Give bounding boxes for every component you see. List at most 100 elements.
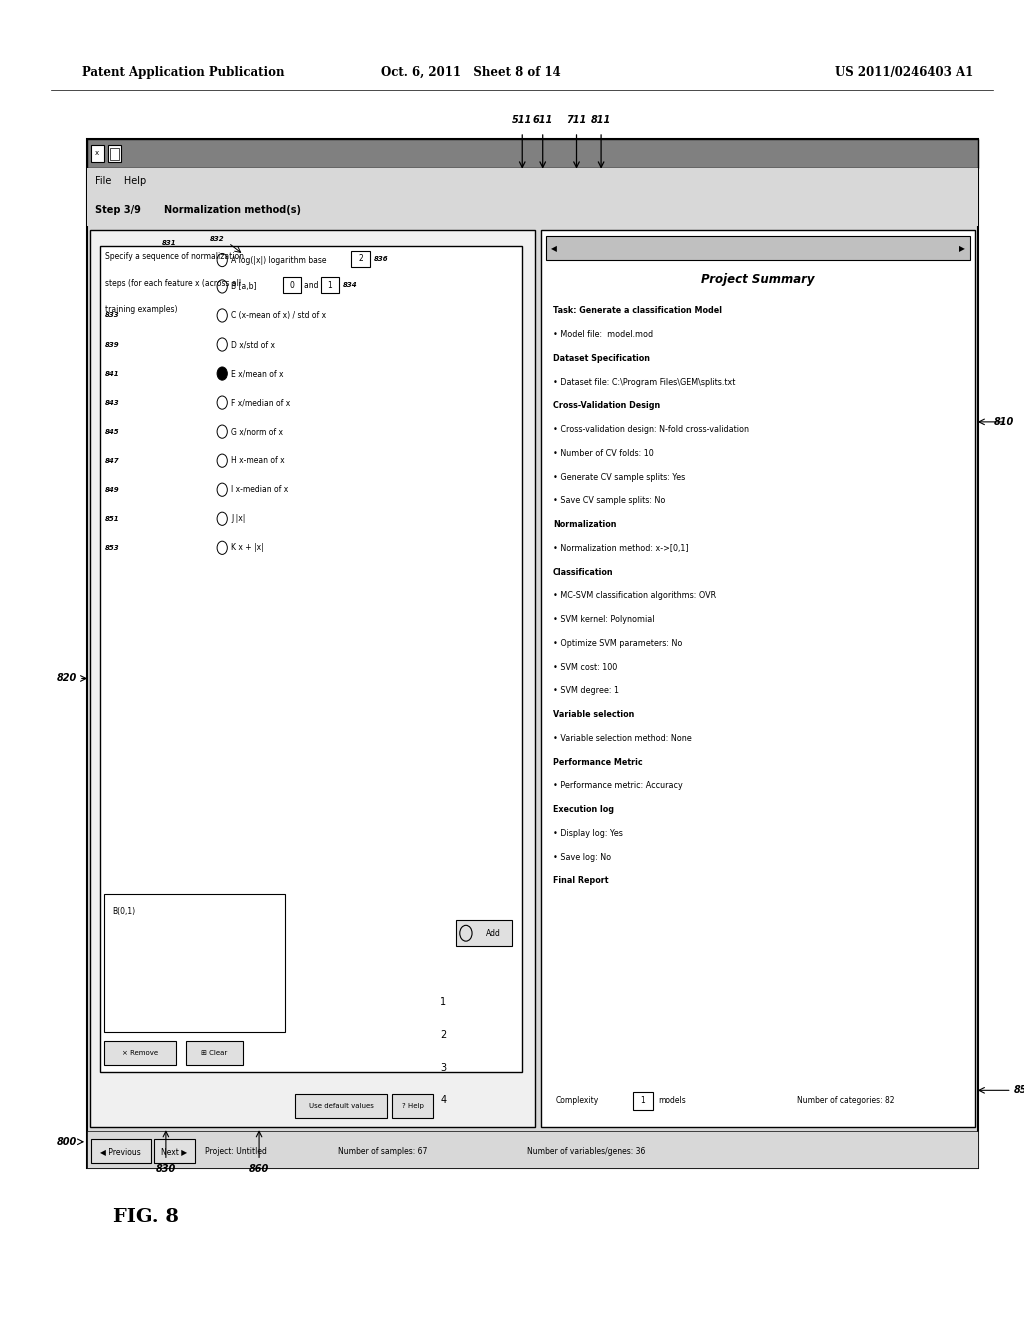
Text: • Number of CV folds: 10: • Number of CV folds: 10 xyxy=(553,449,653,458)
Text: Cross-Validation Design: Cross-Validation Design xyxy=(553,401,660,411)
Bar xyxy=(87,139,978,1168)
Text: A log(|x|) logarithm base: A log(|x|) logarithm base xyxy=(231,256,327,264)
Text: Variable selection: Variable selection xyxy=(553,710,634,719)
Text: 836: 836 xyxy=(374,256,388,261)
Bar xyxy=(154,1139,195,1163)
Text: 1: 1 xyxy=(328,281,332,289)
Text: 810: 810 xyxy=(993,417,1014,426)
Text: Task: Generate a classification Model: Task: Generate a classification Model xyxy=(553,306,722,315)
Text: J |x|: J |x| xyxy=(231,515,246,523)
Text: Complexity: Complexity xyxy=(556,1097,599,1105)
Bar xyxy=(104,1041,176,1065)
Text: Performance Metric: Performance Metric xyxy=(553,758,643,767)
Text: ▶: ▶ xyxy=(958,244,965,252)
Bar xyxy=(283,277,301,293)
Text: Number of samples: 67: Number of samples: 67 xyxy=(338,1147,427,1155)
Text: Normalization: Normalization xyxy=(553,520,616,529)
Bar xyxy=(186,1041,243,1065)
Text: models: models xyxy=(658,1097,686,1105)
Bar xyxy=(110,148,119,160)
Text: Use default values: Use default values xyxy=(308,1104,374,1109)
Bar xyxy=(87,1131,978,1168)
Text: • Variable selection method: None: • Variable selection method: None xyxy=(553,734,691,743)
Text: Classification: Classification xyxy=(553,568,613,577)
Text: ◀: ◀ xyxy=(551,244,557,252)
Text: US 2011/0246403 A1: US 2011/0246403 A1 xyxy=(835,66,973,79)
Bar xyxy=(108,145,121,162)
Text: • Normalization method: x->[0,1]: • Normalization method: x->[0,1] xyxy=(553,544,688,553)
Text: D x/std of x: D x/std of x xyxy=(231,341,275,348)
Text: and b: and b xyxy=(304,281,326,289)
Text: Dataset Specification: Dataset Specification xyxy=(553,354,650,363)
Text: • Dataset file: C:\Program Files\GEM\splits.txt: • Dataset file: C:\Program Files\GEM\spl… xyxy=(553,378,735,387)
Text: 847: 847 xyxy=(104,458,119,463)
Text: Number of variables/genes: 36: Number of variables/genes: 36 xyxy=(527,1147,646,1155)
Text: B(0,1): B(0,1) xyxy=(113,907,136,916)
Text: 849: 849 xyxy=(104,487,119,492)
Text: 811: 811 xyxy=(591,115,611,125)
Text: • Generate CV sample splits: Yes: • Generate CV sample splits: Yes xyxy=(553,473,685,482)
Text: FIG. 8: FIG. 8 xyxy=(113,1208,178,1226)
Text: Step 3/9: Step 3/9 xyxy=(95,205,141,215)
Text: File    Help: File Help xyxy=(95,176,146,186)
Text: Add: Add xyxy=(486,929,502,937)
Text: ⨯ Remove: ⨯ Remove xyxy=(122,1051,159,1056)
Bar xyxy=(546,236,970,260)
Text: F x/median of x: F x/median of x xyxy=(231,399,291,407)
Text: Oct. 6, 2011   Sheet 8 of 14: Oct. 6, 2011 Sheet 8 of 14 xyxy=(381,66,561,79)
Text: Next ▶: Next ▶ xyxy=(161,1147,187,1155)
Text: 843: 843 xyxy=(104,400,119,405)
Text: 845: 845 xyxy=(104,429,119,434)
Text: 1: 1 xyxy=(641,1097,645,1105)
Text: Project Summary: Project Summary xyxy=(701,273,814,286)
Text: • Display log: Yes: • Display log: Yes xyxy=(553,829,623,838)
Text: • MC-SVM classification algorithms: OVR: • MC-SVM classification algorithms: OVR xyxy=(553,591,716,601)
Text: ? Help: ? Help xyxy=(401,1104,424,1109)
Text: 2: 2 xyxy=(358,255,362,263)
Bar xyxy=(295,1094,387,1118)
Bar xyxy=(351,251,370,267)
Circle shape xyxy=(217,367,227,380)
Bar xyxy=(456,920,512,946)
Text: 820: 820 xyxy=(56,673,77,684)
Text: 4: 4 xyxy=(440,1094,446,1105)
Text: 841: 841 xyxy=(104,371,119,376)
Text: ⊞ Clear: ⊞ Clear xyxy=(201,1051,227,1056)
Bar xyxy=(633,1092,653,1110)
Text: steps (for each feature x (across all: steps (for each feature x (across all xyxy=(105,279,242,288)
Text: • SVM cost: 100: • SVM cost: 100 xyxy=(553,663,617,672)
Text: Specify a sequence of normalization: Specify a sequence of normalization xyxy=(105,252,245,261)
Bar xyxy=(90,230,535,1127)
Text: I x-median of x: I x-median of x xyxy=(231,486,289,494)
Text: 850: 850 xyxy=(1014,1085,1024,1096)
Bar xyxy=(91,145,104,162)
Text: C (x-mean of x) / std of x: C (x-mean of x) / std of x xyxy=(231,312,327,319)
Text: • SVM degree: 1: • SVM degree: 1 xyxy=(553,686,618,696)
Text: ◀ Previous: ◀ Previous xyxy=(100,1147,141,1155)
Text: 611: 611 xyxy=(532,115,553,125)
Text: • Save log: No: • Save log: No xyxy=(553,853,611,862)
Text: 711: 711 xyxy=(566,115,587,125)
Text: 832: 832 xyxy=(210,235,224,242)
Bar xyxy=(91,1139,151,1163)
Text: 834: 834 xyxy=(343,282,357,288)
Text: Final Report: Final Report xyxy=(553,876,608,886)
Bar xyxy=(392,1094,433,1118)
Text: 1: 1 xyxy=(440,997,446,1007)
Text: • Optimize SVM parameters: No: • Optimize SVM parameters: No xyxy=(553,639,682,648)
Text: Project: Untitled: Project: Untitled xyxy=(205,1147,266,1155)
Text: • Cross-validation design: N-fold cross-validation: • Cross-validation design: N-fold cross-… xyxy=(553,425,749,434)
Bar xyxy=(321,277,339,293)
Text: 0: 0 xyxy=(290,281,294,289)
Text: 800: 800 xyxy=(56,1137,77,1147)
Text: 3: 3 xyxy=(440,1063,446,1073)
Text: Number of categories: 82: Number of categories: 82 xyxy=(797,1097,894,1105)
Text: • Save CV sample splits: No: • Save CV sample splits: No xyxy=(553,496,666,506)
Text: H x-mean of x: H x-mean of x xyxy=(231,457,285,465)
Text: 2: 2 xyxy=(440,1030,446,1040)
Text: • Performance metric: Accuracy: • Performance metric: Accuracy xyxy=(553,781,683,791)
Bar xyxy=(541,230,975,1127)
Text: 833: 833 xyxy=(104,313,119,318)
Text: training examples): training examples) xyxy=(105,305,178,314)
Text: 851: 851 xyxy=(104,516,119,521)
